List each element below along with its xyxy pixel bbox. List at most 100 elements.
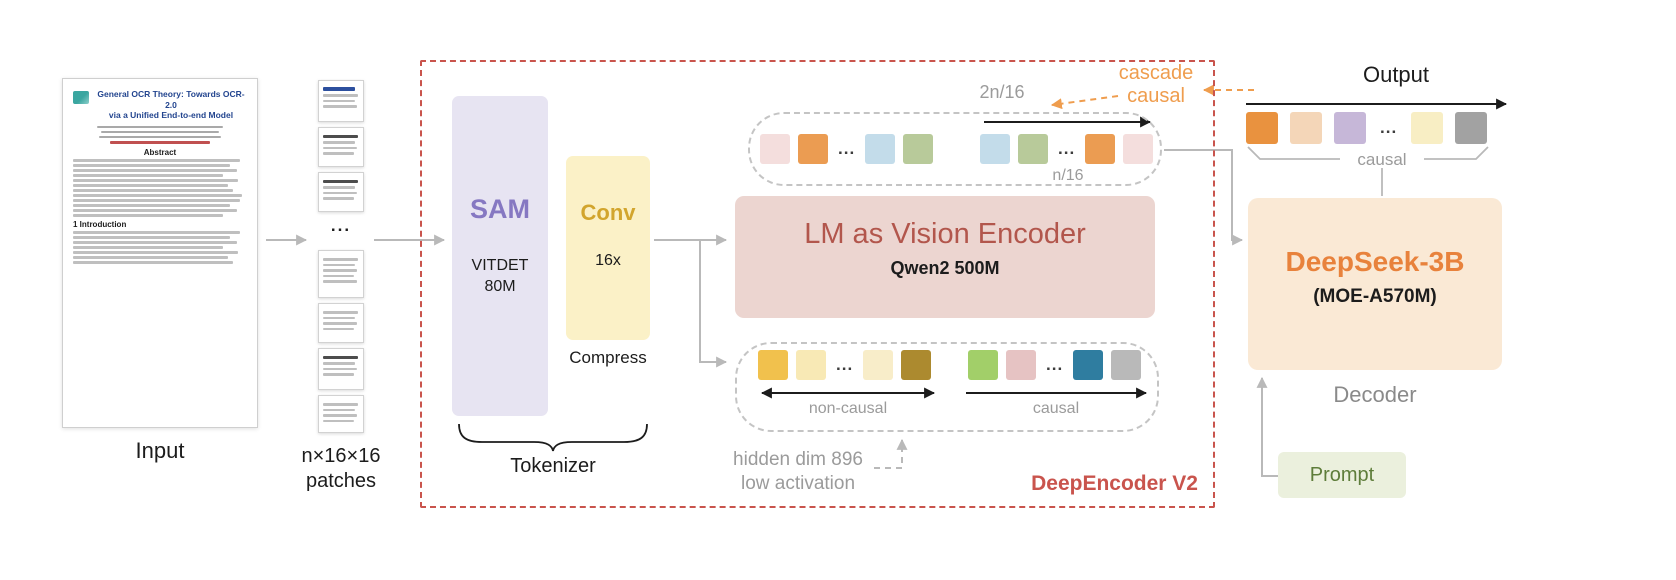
text-line bbox=[73, 169, 237, 172]
patches-label: n×16×16 patches bbox=[302, 444, 381, 494]
text-line bbox=[73, 256, 228, 259]
output-label: Output bbox=[1362, 62, 1430, 87]
deepencoder-title: DeepEncoder V2 bbox=[1031, 472, 1198, 495]
hidden-dim-note: hidden dim 896 low activation bbox=[733, 448, 863, 496]
intro-text-lines bbox=[73, 231, 247, 264]
text-line bbox=[323, 197, 354, 200]
top-token-container bbox=[748, 112, 1162, 186]
text-line bbox=[73, 199, 241, 202]
input-document: General OCR Theory: Towards OCR-2.0 via … bbox=[62, 78, 258, 428]
text-line bbox=[323, 141, 356, 144]
patch-text-lines bbox=[323, 94, 359, 108]
token-swatch bbox=[760, 134, 790, 164]
token-swatch bbox=[863, 350, 894, 380]
non-causal-label: non-causal bbox=[808, 400, 888, 417]
author-lines bbox=[95, 125, 226, 138]
text-line bbox=[323, 258, 358, 261]
token-swatch bbox=[1455, 112, 1488, 144]
text-line bbox=[323, 316, 356, 319]
text-line bbox=[73, 251, 239, 254]
sam-params: 80M bbox=[484, 278, 516, 295]
cascade-line2: causal bbox=[1127, 85, 1185, 107]
paper-title: via a Unified End-to-end Model bbox=[108, 110, 234, 120]
sam-arch: VITDET bbox=[471, 257, 529, 274]
paper-header: General OCR Theory: Towards OCR-2.0 via … bbox=[73, 89, 247, 121]
text-line bbox=[97, 125, 223, 128]
token-swatch bbox=[1246, 112, 1278, 144]
token-swatch bbox=[1006, 350, 1036, 380]
text-line bbox=[323, 403, 358, 406]
token-swatch bbox=[901, 350, 932, 380]
output-causal-label: causal bbox=[1357, 150, 1407, 169]
text-line bbox=[323, 322, 357, 325]
deepseek-subtitle: (MOE-A570M) bbox=[1313, 286, 1437, 307]
text-line bbox=[323, 414, 357, 417]
patch-thumbnail bbox=[318, 348, 364, 390]
tokenizer-label: Tokenizer bbox=[510, 455, 596, 477]
patch-thumbnail bbox=[318, 303, 364, 343]
token-swatch bbox=[865, 134, 896, 164]
cascade-line1: cascade bbox=[1118, 62, 1194, 84]
text-line bbox=[323, 146, 357, 149]
paper-title: General OCR Theory: Towards OCR-2.0 bbox=[97, 89, 245, 110]
text-line bbox=[73, 236, 230, 239]
text-line bbox=[323, 408, 356, 411]
token-swatch bbox=[1018, 134, 1048, 164]
arrow-prompt-to-decoder bbox=[1256, 376, 1278, 477]
text-line bbox=[73, 214, 223, 217]
text-line bbox=[73, 164, 230, 167]
text-line bbox=[73, 246, 223, 249]
token-swatch bbox=[1334, 112, 1366, 144]
conv-ratio: 16x bbox=[595, 252, 621, 269]
n-over-16-label: n/16 bbox=[1052, 167, 1084, 184]
token-swatch bbox=[1411, 112, 1444, 144]
ellipsis: ... bbox=[838, 139, 856, 158]
token-group-top-right: ... bbox=[980, 134, 1154, 164]
patch-thumbnail bbox=[318, 250, 364, 298]
text-line bbox=[323, 367, 357, 370]
token-group-causal: ... bbox=[968, 350, 1142, 380]
two-n-over-16-label: 2n/16 bbox=[979, 82, 1025, 102]
token-swatch bbox=[1290, 112, 1322, 144]
text-line bbox=[98, 135, 222, 138]
patch-thumbnail bbox=[318, 172, 364, 212]
text-line bbox=[323, 99, 356, 102]
token-swatch bbox=[1123, 134, 1154, 164]
text-line bbox=[73, 174, 223, 177]
bottom-token-container bbox=[735, 342, 1159, 432]
token-swatch bbox=[1111, 350, 1142, 380]
lm-subtitle: Qwen2 500M bbox=[890, 258, 1000, 278]
text-line bbox=[73, 159, 241, 162]
paper-logo-icon bbox=[73, 91, 89, 104]
hidden-dim-line2: low activation bbox=[740, 473, 856, 494]
token-swatch bbox=[968, 350, 998, 380]
patches-ellipsis: ... bbox=[330, 216, 352, 235]
patches-label-line1: n×16×16 bbox=[301, 445, 381, 467]
link-line bbox=[109, 141, 211, 144]
deepencoder-frame bbox=[420, 60, 1215, 508]
compress-label: Compress bbox=[569, 348, 647, 367]
patch-thumbnail bbox=[318, 127, 364, 167]
text-line bbox=[73, 209, 237, 212]
lm-vision-encoder-block: LM as Vision Encoder Qwen2 500M bbox=[735, 196, 1155, 318]
patch-thumbnail bbox=[318, 395, 364, 433]
text-line bbox=[323, 180, 358, 183]
token-swatch bbox=[1085, 134, 1116, 164]
text-line bbox=[73, 184, 228, 187]
token-group-output: ... bbox=[1246, 112, 1488, 144]
introduction-heading: 1 Introduction bbox=[73, 219, 127, 229]
token-swatch bbox=[1073, 350, 1104, 380]
output-funnel-right bbox=[1424, 146, 1489, 160]
conv-name: Conv bbox=[580, 200, 636, 225]
text-line bbox=[323, 373, 354, 376]
text-line bbox=[73, 189, 234, 192]
text-line bbox=[323, 263, 356, 266]
prompt-block: Prompt bbox=[1278, 452, 1406, 498]
prompt-label: Prompt bbox=[1309, 463, 1375, 486]
text-line bbox=[323, 191, 357, 194]
ellipsis: ... bbox=[1058, 139, 1076, 158]
sam-block: SAM VITDET 80M bbox=[452, 96, 548, 416]
text-line bbox=[101, 130, 219, 133]
input-label: Input bbox=[135, 438, 185, 463]
text-line bbox=[73, 179, 239, 182]
